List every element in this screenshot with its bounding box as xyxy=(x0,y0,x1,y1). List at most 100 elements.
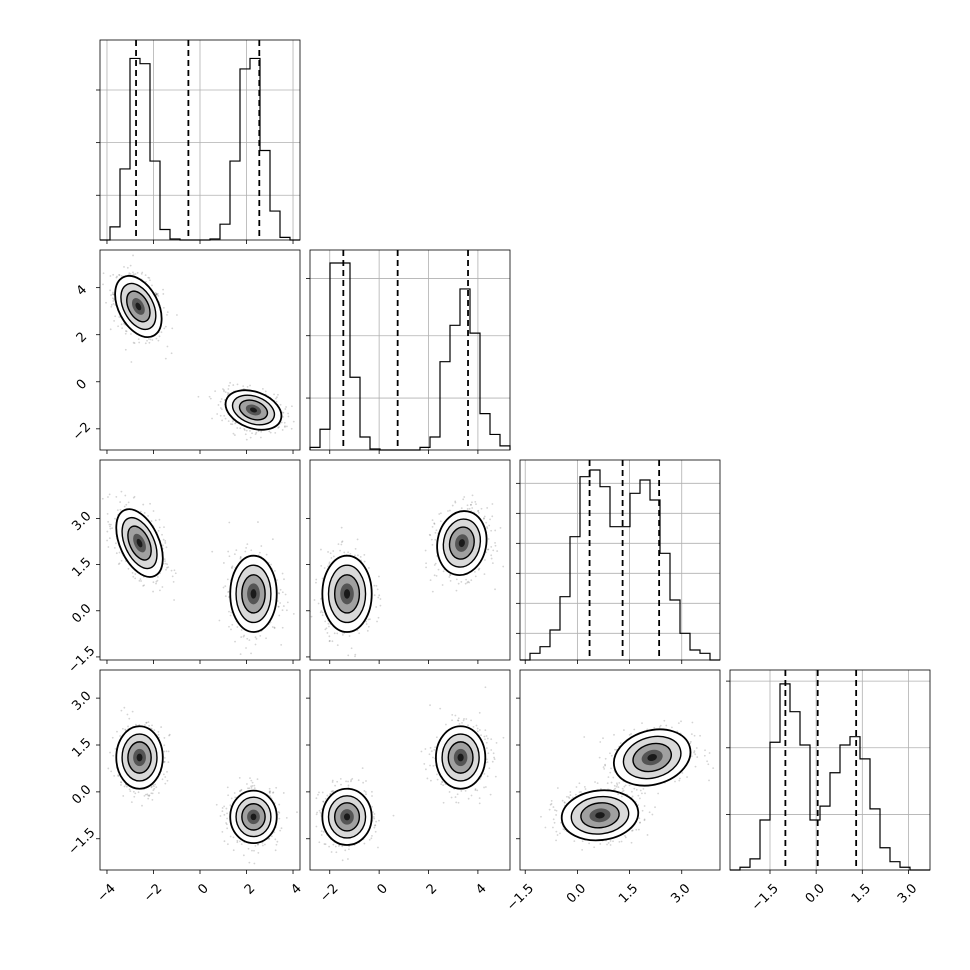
scatter-point xyxy=(253,862,256,865)
scatter-point xyxy=(155,293,158,296)
scatter-point xyxy=(499,526,502,529)
scatter-point xyxy=(223,813,226,816)
scatter-point xyxy=(378,594,381,597)
scatter-point xyxy=(138,579,141,582)
scatter-point xyxy=(272,791,274,794)
scatter-point xyxy=(137,338,140,340)
scatter-point xyxy=(112,754,115,757)
scatter-point xyxy=(496,550,499,552)
scatter-point xyxy=(129,273,132,275)
scatter-point xyxy=(239,556,242,559)
scatter-point xyxy=(167,750,170,753)
scatter-point xyxy=(247,847,250,850)
scatter-point xyxy=(150,786,153,789)
scatter-point xyxy=(135,723,137,726)
scatter-point xyxy=(130,801,133,803)
scatter-point xyxy=(148,794,151,797)
scatter-point xyxy=(131,710,134,713)
scatter-point xyxy=(339,549,341,552)
scatter-point xyxy=(115,495,118,498)
scatter-point xyxy=(124,728,127,731)
scatter-point xyxy=(132,496,135,499)
scatter-point xyxy=(249,436,252,439)
panel-content xyxy=(102,254,295,441)
scatter-point xyxy=(113,774,116,777)
scatter-point xyxy=(232,849,235,852)
scatter-point xyxy=(281,591,284,594)
density-contour xyxy=(343,589,351,599)
scatter-point xyxy=(255,431,258,434)
scatter-point xyxy=(247,787,249,790)
scatter-point xyxy=(449,579,452,582)
scatter-point xyxy=(174,572,177,575)
scatter-point xyxy=(373,594,376,597)
scatter-point xyxy=(149,338,152,341)
scatter-point xyxy=(491,562,494,565)
scatter-point xyxy=(470,503,472,506)
scatter-point xyxy=(447,510,449,512)
histogram-panel-1 xyxy=(96,39,301,241)
scatter-point xyxy=(462,498,465,501)
scatter-point xyxy=(354,554,356,557)
scatter-point xyxy=(224,585,227,588)
scatter-point xyxy=(486,527,489,530)
scatter-point xyxy=(219,815,222,817)
axes-frame xyxy=(519,459,721,661)
scatter-point xyxy=(227,550,230,553)
scatter-point xyxy=(218,619,221,622)
scatter-point xyxy=(120,274,123,277)
scatter-point xyxy=(164,562,167,565)
scatter-point xyxy=(226,812,228,815)
scatter-point xyxy=(156,292,159,295)
scatter-point xyxy=(489,518,491,521)
scatter-point xyxy=(274,397,277,400)
scatter-point xyxy=(129,790,132,792)
scatter-point xyxy=(226,786,229,789)
scatter-point xyxy=(164,776,167,778)
scatter-point xyxy=(224,417,227,420)
scatter-point xyxy=(275,400,278,403)
scatter-point xyxy=(254,433,257,435)
scatter-point xyxy=(502,565,505,568)
scatter-point xyxy=(321,614,324,617)
scatter-point xyxy=(101,497,104,500)
scatter-point xyxy=(223,840,226,843)
scatter-point xyxy=(268,787,271,790)
histogram-panel-3 xyxy=(516,459,721,661)
scatter-point xyxy=(128,272,131,275)
density-contour xyxy=(250,589,257,599)
scatter-point xyxy=(112,293,115,296)
scatter-point xyxy=(130,361,133,363)
scatter-point xyxy=(166,313,168,316)
scatter-point xyxy=(143,512,146,514)
scatter-point xyxy=(106,530,109,533)
scatter-point xyxy=(219,400,222,403)
scatter-point xyxy=(284,408,287,410)
scatter-point xyxy=(365,620,368,623)
scatter-point xyxy=(242,385,245,388)
scatter-point xyxy=(273,831,276,834)
scatter-point xyxy=(143,795,146,797)
scatter-point xyxy=(112,300,115,302)
scatter-point xyxy=(125,503,128,506)
scatter-point xyxy=(377,616,380,619)
scatter-point xyxy=(227,388,230,390)
scatter-point xyxy=(152,510,155,512)
scatter-point xyxy=(331,640,334,643)
scatter-point xyxy=(354,653,357,656)
scatter-point xyxy=(249,430,251,432)
scatter-point xyxy=(245,647,247,649)
density-contour xyxy=(136,753,143,762)
scatter-point xyxy=(341,633,344,636)
scatter-point xyxy=(147,276,150,279)
scatter-point xyxy=(109,751,111,754)
scatter-point xyxy=(430,538,433,541)
scatter-point xyxy=(246,637,249,640)
scatter-point xyxy=(144,793,147,796)
scatter-point xyxy=(367,567,370,569)
scatter-point xyxy=(460,581,463,583)
scatter-point xyxy=(321,611,324,614)
scatter-point xyxy=(236,383,239,386)
scatter-point xyxy=(134,577,137,580)
